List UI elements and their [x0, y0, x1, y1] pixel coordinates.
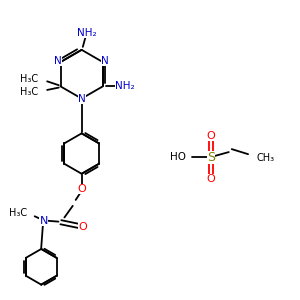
Text: N: N	[101, 56, 109, 65]
Text: NH₂: NH₂	[77, 28, 97, 38]
Text: N: N	[78, 94, 86, 104]
Text: N: N	[39, 216, 48, 226]
Text: O: O	[207, 131, 215, 141]
Text: NH₂: NH₂	[115, 81, 135, 92]
Text: O: O	[78, 222, 87, 232]
Text: H₃C: H₃C	[20, 87, 38, 97]
Text: HO: HO	[170, 152, 186, 162]
Text: O: O	[77, 184, 86, 194]
Text: S: S	[207, 151, 215, 164]
Text: N: N	[54, 56, 62, 65]
Text: O: O	[207, 174, 215, 184]
Text: H₃C: H₃C	[9, 208, 27, 218]
Text: CH₃: CH₃	[257, 153, 275, 163]
Text: H₃C: H₃C	[20, 74, 38, 84]
